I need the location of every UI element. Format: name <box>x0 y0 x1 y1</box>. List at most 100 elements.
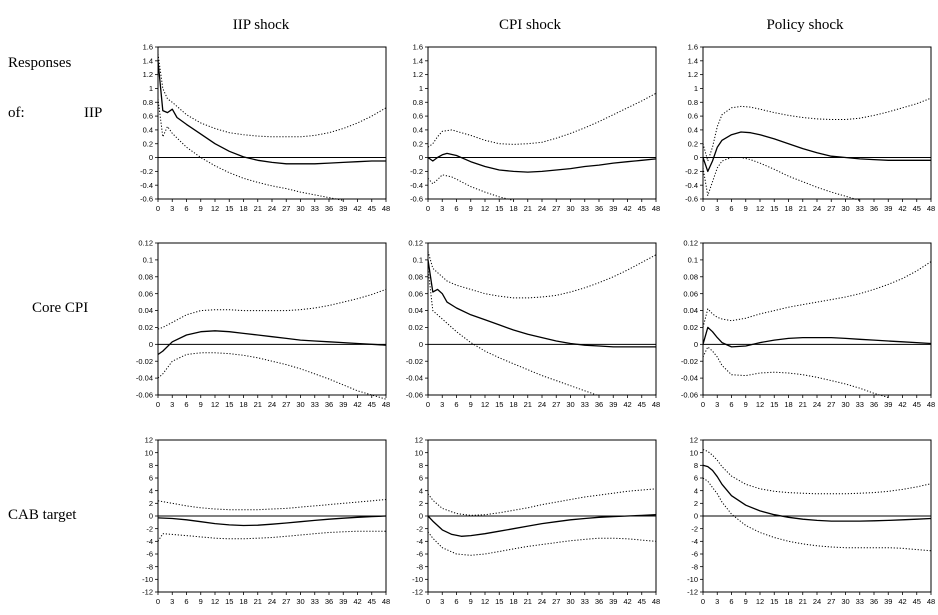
panel-iip-iip-shock-xtick-label: 15 <box>225 204 233 213</box>
panel-core-cpi-policy-shock-ytick-label: 0.08 <box>683 272 698 281</box>
panel-iip-cpi-shock-ytick-label: 0.4 <box>413 126 423 135</box>
panel-iip-cpi-shock-xtick-label: 42 <box>623 204 631 213</box>
panel-cab-target-policy-shock-ytick-label: 10 <box>690 448 698 457</box>
panel-core-cpi-iip-shock-xtick-label: 3 <box>170 400 174 409</box>
panel-cab-target-iip-shock-xtick-label: 48 <box>382 597 390 606</box>
panel-iip-iip-shock-ytick-label: -0.2 <box>140 167 153 176</box>
panel-iip-cpi-shock-xtick-label: 39 <box>609 204 617 213</box>
panel-cab-target-iip-shock-ytick-label: 6 <box>149 474 153 483</box>
panel-core-cpi-policy-shock: 0.120.10.080.060.040.020-0.02-0.04-0.060… <box>681 239 935 409</box>
panel-core-cpi-cpi-shock-ytick-label: 0.08 <box>408 272 423 281</box>
panel-iip-cpi-shock-upper-band-line <box>427 92 657 148</box>
panel-cab-target-policy-shock-xtick-label: 33 <box>856 597 864 606</box>
panel-iip-cpi-shock-xtick-label: 15 <box>495 204 503 213</box>
panel-core-cpi-iip-shock-xtick-label: 21 <box>254 400 262 409</box>
panel-cab-target-cpi-shock-xtick-label: 24 <box>538 597 546 606</box>
panel-core-cpi-policy-shock-xtick-label: 24 <box>813 400 821 409</box>
panel-core-cpi-cpi-shock-ytick-label: -0.06 <box>406 391 423 400</box>
panel-core-cpi-policy-shock-xtick-label: 15 <box>770 400 778 409</box>
panel-core-cpi-cpi-shock-ytick-label: 0.04 <box>408 306 423 315</box>
panel-core-cpi-iip-shock-upper-band-line <box>157 288 387 330</box>
panel-iip-iip-shock-ytick-label: 0.8 <box>143 98 153 107</box>
panel-core-cpi-cpi-shock-ytick-label: 0.12 <box>408 239 423 248</box>
panel-core-cpi-policy-shock-upper-band-line <box>702 261 932 328</box>
panel-cab-target-iip-shock-xtick-label: 42 <box>353 597 361 606</box>
panel-iip-policy-shock-xtick-label: 45 <box>913 204 921 213</box>
panel-iip-policy-shock-ytick-label: 1.4 <box>688 56 698 65</box>
panel-iip-iip-shock-xtick-label: 30 <box>296 204 304 213</box>
panel-cab-target-policy-shock-ytick-label: -8 <box>691 562 698 571</box>
panel-cab-target-policy-shock-xtick-label: 15 <box>770 597 778 606</box>
panel-core-cpi-policy-shock-xtick-label: 21 <box>799 400 807 409</box>
panel-core-cpi-cpi-shock-xtick-label: 9 <box>469 400 473 409</box>
panel-iip-policy-shock-ytick-label: 1 <box>694 84 698 93</box>
panel-cab-target-iip-shock-xtick-label: 39 <box>339 597 347 606</box>
panel-iip-iip-shock-ytick-label: 1 <box>149 84 153 93</box>
panel-iip-policy-shock-ytick-label: 0 <box>694 153 698 162</box>
panel-iip-iip-shock-median-response-line <box>157 60 386 165</box>
panel-cab-target-policy-shock-ytick-label: 4 <box>694 486 698 495</box>
panel-iip-cpi-shock-xtick-label: 21 <box>524 204 532 213</box>
panel-iip-cpi-shock-lower-band-line <box>427 174 514 201</box>
panel-iip-cpi-shock-ytick-label: 0.2 <box>413 139 423 148</box>
panel-core-cpi-policy-shock-median-response-line <box>702 326 932 348</box>
panel-iip-iip-shock-ytick-label: 1.2 <box>143 70 153 79</box>
panel-iip-cpi-shock-frame <box>427 46 657 200</box>
of-label: of: <box>8 105 25 121</box>
panel-cab-target-policy-shock-xtick-label: 24 <box>813 597 821 606</box>
panel-cab-target-iip-shock-xtick-label: 24 <box>268 597 276 606</box>
panel-core-cpi-iip-shock-ytick-label: -0.06 <box>136 391 153 400</box>
panel-iip-iip-shock-xtick-label: 9 <box>199 204 203 213</box>
panel-cab-target-cpi-shock-xtick-label: 6 <box>454 597 458 606</box>
panel-iip-iip-shock-xtick-label: 48 <box>382 204 390 213</box>
panel-cab-target-policy-shock-ytick-label: 0 <box>694 512 698 521</box>
panel-iip-policy-shock-xtick-label: 42 <box>898 204 906 213</box>
panel-cab-target-cpi-shock-ytick-label: 10 <box>415 448 423 457</box>
panel-cab-target-cpi-shock-ytick-label: -2 <box>416 524 423 533</box>
panel-iip-policy-shock-xtick-label: 36 <box>870 204 878 213</box>
panel-core-cpi-iip-shock-xtick-label: 30 <box>296 400 304 409</box>
panel-iip-iip-shock-xtick-label: 39 <box>339 204 347 213</box>
column-title-iip-shock: IIP shock <box>233 17 290 33</box>
panel-iip-iip-shock-ytick-label: 0.6 <box>143 112 153 121</box>
panel-core-cpi-iip-shock-xtick-label: 9 <box>199 400 203 409</box>
panel-iip-iip-shock-xtick-label: 21 <box>254 204 262 213</box>
panel-iip-policy-shock-xtick-label: 48 <box>927 204 935 213</box>
panel-cab-target-cpi-shock-xtick-label: 48 <box>652 597 660 606</box>
panel-cab-target-policy-shock-ytick-label: -2 <box>691 524 698 533</box>
panel-core-cpi-iip-shock-xtick-label: 27 <box>282 400 290 409</box>
panel-core-cpi-cpi-shock-ytick-label: 0.1 <box>413 255 423 264</box>
panel-cab-target-cpi-shock-ytick-label: -8 <box>416 562 423 571</box>
panel-iip-policy-shock: 1.61.41.210.80.60.40.20-0.2-0.4-0.60 3 6 9 1… <box>685 43 935 213</box>
panel-iip-cpi-shock-ytick-label: -0.2 <box>410 167 423 176</box>
panel-cab-target-iip-shock-upper-band-line <box>157 499 387 511</box>
panel-core-cpi-iip-shock-xtick-label: 12 <box>211 400 219 409</box>
panel-cab-target-policy-shock-xtick-label: 30 <box>841 597 849 606</box>
panel-iip-policy-shock-ytick-label: 0.6 <box>688 112 698 121</box>
panel-core-cpi-iip-shock-ytick-label: 0.12 <box>138 239 153 248</box>
panel-iip-policy-shock-xtick-label: 33 <box>856 204 864 213</box>
panel-core-cpi-policy-shock-xtick-label: 36 <box>870 400 878 409</box>
panel-cab-target-iip-shock-ytick-label: 12 <box>145 436 153 445</box>
responses-label: Responses <box>8 55 71 71</box>
panel-core-cpi-iip-shock-xtick-label: 18 <box>239 400 247 409</box>
panel-core-cpi-cpi-shock-xtick-label: 36 <box>595 400 603 409</box>
panel-cab-target-iip-shock-xtick-label: 21 <box>254 597 262 606</box>
panel-core-cpi-cpi-shock-xtick-label: 15 <box>495 400 503 409</box>
panel-iip-iip-shock-lower-band-line <box>157 98 344 201</box>
panel-iip-policy-shock-xtick-label: 27 <box>827 204 835 213</box>
panel-core-cpi-cpi-shock-ytick-label: 0 <box>419 340 423 349</box>
panel-cab-target-iip-shock-xtick-label: 18 <box>239 597 247 606</box>
panel-iip-cpi-shock-xtick-label: 36 <box>595 204 603 213</box>
panel-core-cpi-cpi-shock-xtick-label: 39 <box>609 400 617 409</box>
panel-cab-target-cpi-shock-xtick-label: 42 <box>623 597 631 606</box>
panel-core-cpi-cpi-shock-frame <box>427 242 657 396</box>
panel-cab-target-cpi-shock-upper-band-line <box>427 488 657 516</box>
panel-cab-target-policy-shock-ytick-label: -4 <box>691 537 698 546</box>
panel-cab-target-policy-shock-xtick-label: 45 <box>913 597 921 606</box>
panel-cab-target-cpi-shock-xtick-label: 3 <box>440 597 444 606</box>
panel-cab-target-cpi-shock-xtick-label: 21 <box>524 597 532 606</box>
panel-cab-target-iip-shock-ytick-label: 8 <box>149 461 153 470</box>
panel-core-cpi-policy-shock-xtick-label: 9 <box>744 400 748 409</box>
